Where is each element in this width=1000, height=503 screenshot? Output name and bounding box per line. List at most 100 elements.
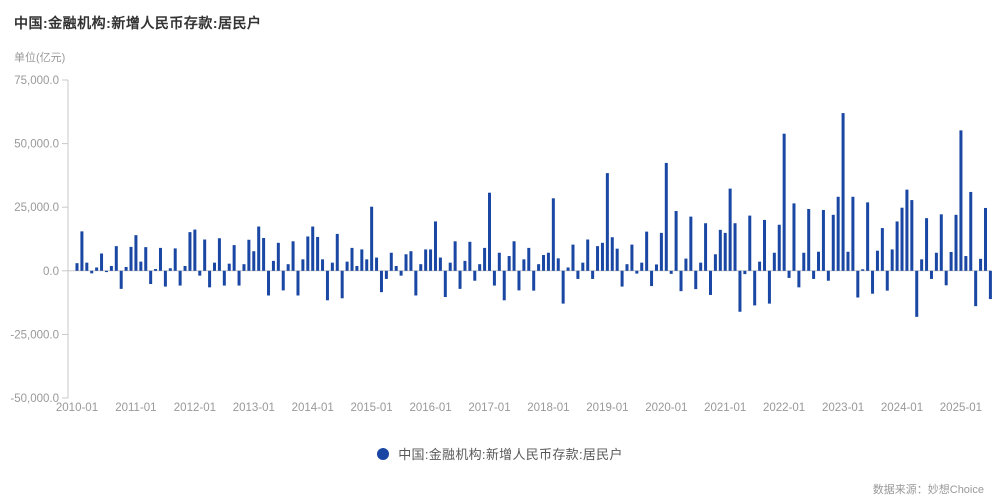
bar[interactable]	[429, 249, 433, 271]
bar[interactable]	[708, 270, 712, 295]
bar[interactable]	[478, 264, 482, 271]
bar[interactable]	[306, 236, 310, 271]
bar[interactable]	[242, 264, 246, 271]
bar[interactable]	[109, 265, 113, 271]
bar[interactable]	[821, 210, 825, 271]
bar[interactable]	[983, 207, 987, 271]
bar[interactable]	[321, 259, 325, 271]
bar[interactable]	[276, 242, 280, 271]
bar[interactable]	[635, 270, 639, 274]
bar[interactable]	[296, 270, 300, 296]
bar[interactable]	[384, 270, 388, 279]
bar[interactable]	[114, 246, 118, 271]
bar[interactable]	[826, 270, 830, 281]
bar[interactable]	[851, 196, 855, 271]
bar[interactable]	[502, 270, 506, 301]
bar[interactable]	[394, 265, 398, 271]
bar[interactable]	[203, 239, 207, 271]
bar[interactable]	[75, 263, 79, 271]
bar[interactable]	[605, 173, 609, 271]
bar[interactable]	[178, 270, 182, 286]
bar[interactable]	[546, 252, 550, 271]
bar[interactable]	[193, 229, 197, 271]
bar[interactable]	[885, 270, 889, 291]
bar[interactable]	[213, 262, 216, 271]
bar[interactable]	[551, 198, 555, 271]
bar[interactable]	[252, 251, 256, 271]
bar[interactable]	[630, 244, 634, 271]
bar[interactable]	[507, 256, 511, 271]
bar[interactable]	[679, 270, 683, 292]
bar[interactable]	[713, 254, 717, 271]
bar[interactable]	[964, 256, 968, 271]
bar[interactable]	[895, 221, 899, 271]
bar[interactable]	[586, 239, 590, 271]
bar[interactable]	[95, 267, 99, 271]
bar[interactable]	[281, 270, 285, 291]
bar[interactable]	[232, 245, 236, 271]
bar[interactable]	[257, 226, 261, 271]
bar[interactable]	[129, 246, 133, 271]
bar[interactable]	[733, 223, 737, 271]
bar[interactable]	[979, 258, 983, 271]
bar[interactable]	[419, 264, 423, 271]
bar[interactable]	[365, 259, 369, 271]
bar[interactable]	[316, 236, 320, 271]
bar[interactable]	[163, 270, 167, 287]
bar[interactable]	[158, 247, 162, 271]
bar[interactable]	[227, 263, 231, 271]
bar[interactable]	[453, 241, 457, 271]
bar[interactable]	[934, 252, 938, 271]
bar[interactable]	[350, 247, 354, 271]
bar[interactable]	[959, 130, 963, 271]
bar[interactable]	[659, 232, 663, 271]
bar[interactable]	[591, 270, 595, 279]
bar[interactable]	[846, 251, 850, 271]
bar[interactable]	[517, 270, 521, 291]
bar[interactable]	[379, 270, 383, 293]
bar[interactable]	[262, 237, 266, 271]
bar[interactable]	[566, 267, 570, 271]
bar[interactable]	[767, 270, 771, 304]
bar[interactable]	[738, 270, 742, 312]
bar[interactable]	[905, 189, 909, 271]
bar[interactable]	[596, 246, 600, 271]
bar[interactable]	[645, 231, 649, 271]
bar[interactable]	[154, 269, 158, 271]
bar[interactable]	[841, 113, 845, 271]
bar[interactable]	[704, 223, 708, 271]
bar[interactable]	[674, 211, 678, 271]
bar[interactable]	[301, 259, 305, 271]
bar[interactable]	[183, 265, 187, 271]
bar[interactable]	[650, 270, 654, 287]
bar[interactable]	[797, 270, 801, 288]
bar[interactable]	[267, 270, 271, 296]
bar[interactable]	[866, 202, 870, 271]
bar[interactable]	[615, 248, 619, 271]
bar[interactable]	[80, 231, 84, 271]
bar[interactable]	[939, 214, 943, 271]
bar[interactable]	[831, 214, 835, 271]
bar[interactable]	[237, 270, 241, 286]
bar[interactable]	[119, 270, 123, 289]
bar[interactable]	[787, 270, 791, 278]
bar[interactable]	[438, 257, 442, 271]
bar[interactable]	[222, 270, 226, 286]
bar[interactable]	[890, 249, 894, 271]
bar[interactable]	[512, 241, 516, 271]
bar[interactable]	[807, 208, 811, 271]
bar[interactable]	[414, 270, 418, 296]
bar[interactable]	[355, 265, 359, 271]
bar[interactable]	[173, 248, 177, 271]
bar[interactable]	[856, 270, 860, 298]
bar[interactable]	[424, 249, 428, 271]
bar[interactable]	[556, 258, 560, 271]
bar[interactable]	[782, 133, 786, 271]
bar[interactable]	[291, 241, 295, 271]
bar[interactable]	[875, 250, 879, 271]
bar[interactable]	[571, 244, 575, 271]
bar[interactable]	[988, 270, 992, 300]
bar[interactable]	[497, 252, 501, 271]
bar[interactable]	[286, 264, 290, 271]
bar[interactable]	[345, 261, 349, 271]
